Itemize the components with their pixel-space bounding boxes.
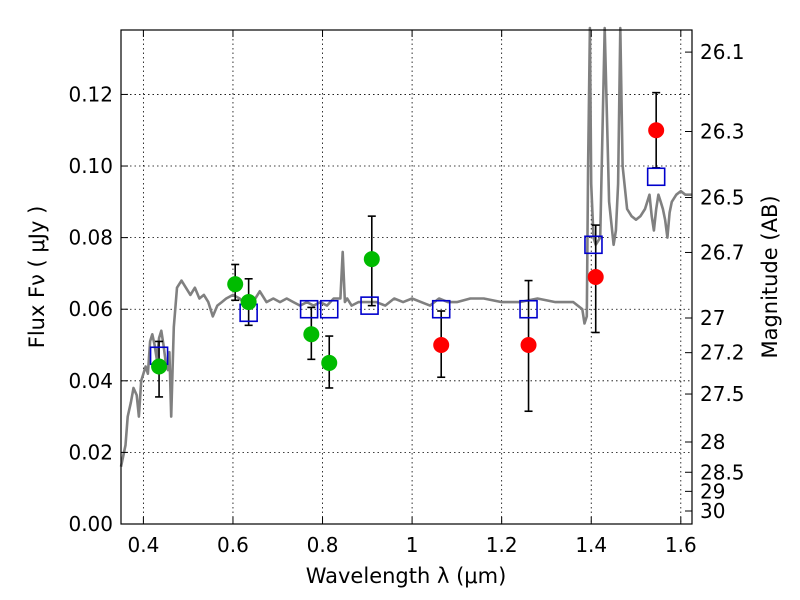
magnitude-tick-label: 28 — [700, 430, 725, 454]
magnitude-tick-label: 30 — [700, 499, 725, 523]
red-point — [648, 122, 665, 139]
x-axis-title: Wavelength λ (μm) — [306, 564, 507, 588]
magnitude-tick-label: 27.2 — [700, 341, 745, 365]
magnitude-tick-label: 26.7 — [700, 240, 745, 264]
red-point — [587, 269, 604, 285]
x-tick-label: 0.8 — [307, 533, 339, 557]
green-point — [151, 358, 168, 375]
x-tick-label: 0.4 — [127, 533, 159, 557]
y-tick-label: 0.06 — [68, 297, 113, 321]
magnitude-tick-label: 26.5 — [700, 186, 745, 210]
green-point — [363, 251, 380, 268]
y-tick-label: 0.04 — [68, 369, 113, 393]
magnitude-tick-label: 27.5 — [700, 382, 745, 406]
circle-markers — [151, 122, 665, 375]
box-marker — [431, 299, 451, 319]
plot-frame — [120, 29, 693, 525]
magnitude-tick-label: 29 — [700, 479, 725, 503]
box-marker — [319, 299, 339, 319]
green-point — [303, 326, 320, 343]
error-bars — [155, 91, 661, 413]
tick-labels: 0.4 0.6 0.8 1 1.2 1.4 1.6 0.00 0.02 0.04 0.06 0.08 0… — [68, 40, 744, 557]
box-marker — [519, 299, 538, 319]
green-point — [240, 294, 257, 311]
ticks — [121, 30, 692, 525]
x-tick-label: 1.6 — [665, 533, 697, 557]
box-marker — [646, 167, 666, 187]
box-markers — [149, 167, 666, 366]
box-marker — [299, 299, 319, 319]
x-tick-label: 1 — [406, 533, 419, 557]
x-tick-label: 1.2 — [486, 533, 518, 557]
red-point — [433, 337, 450, 354]
y-axis-title: Flux Fν ( μJy ) — [25, 206, 49, 349]
green-point — [321, 354, 338, 371]
magnitude-tick-label: 26.1 — [700, 40, 745, 64]
y-tick-label: 0.08 — [68, 226, 113, 250]
y-tick-label: 0.02 — [68, 440, 113, 464]
green-point — [227, 276, 244, 293]
x-tick-label: 0.6 — [217, 533, 249, 557]
y-tick-label: 0.12 — [68, 82, 113, 106]
y-tick-label: 0.10 — [68, 154, 113, 178]
magnitude-tick-label: 27 — [700, 306, 725, 330]
magnitude-tick-label: 26.3 — [700, 119, 745, 143]
x-tick-label: 1.4 — [575, 533, 607, 557]
magnitude-tick-label: 28.5 — [700, 460, 745, 484]
y2-axis-title: Magnitude (AB) — [758, 195, 782, 358]
y-tick-label: 0.00 — [68, 512, 113, 536]
box-marker — [584, 235, 603, 255]
box-marker — [360, 296, 379, 315]
red-point — [520, 337, 537, 354]
